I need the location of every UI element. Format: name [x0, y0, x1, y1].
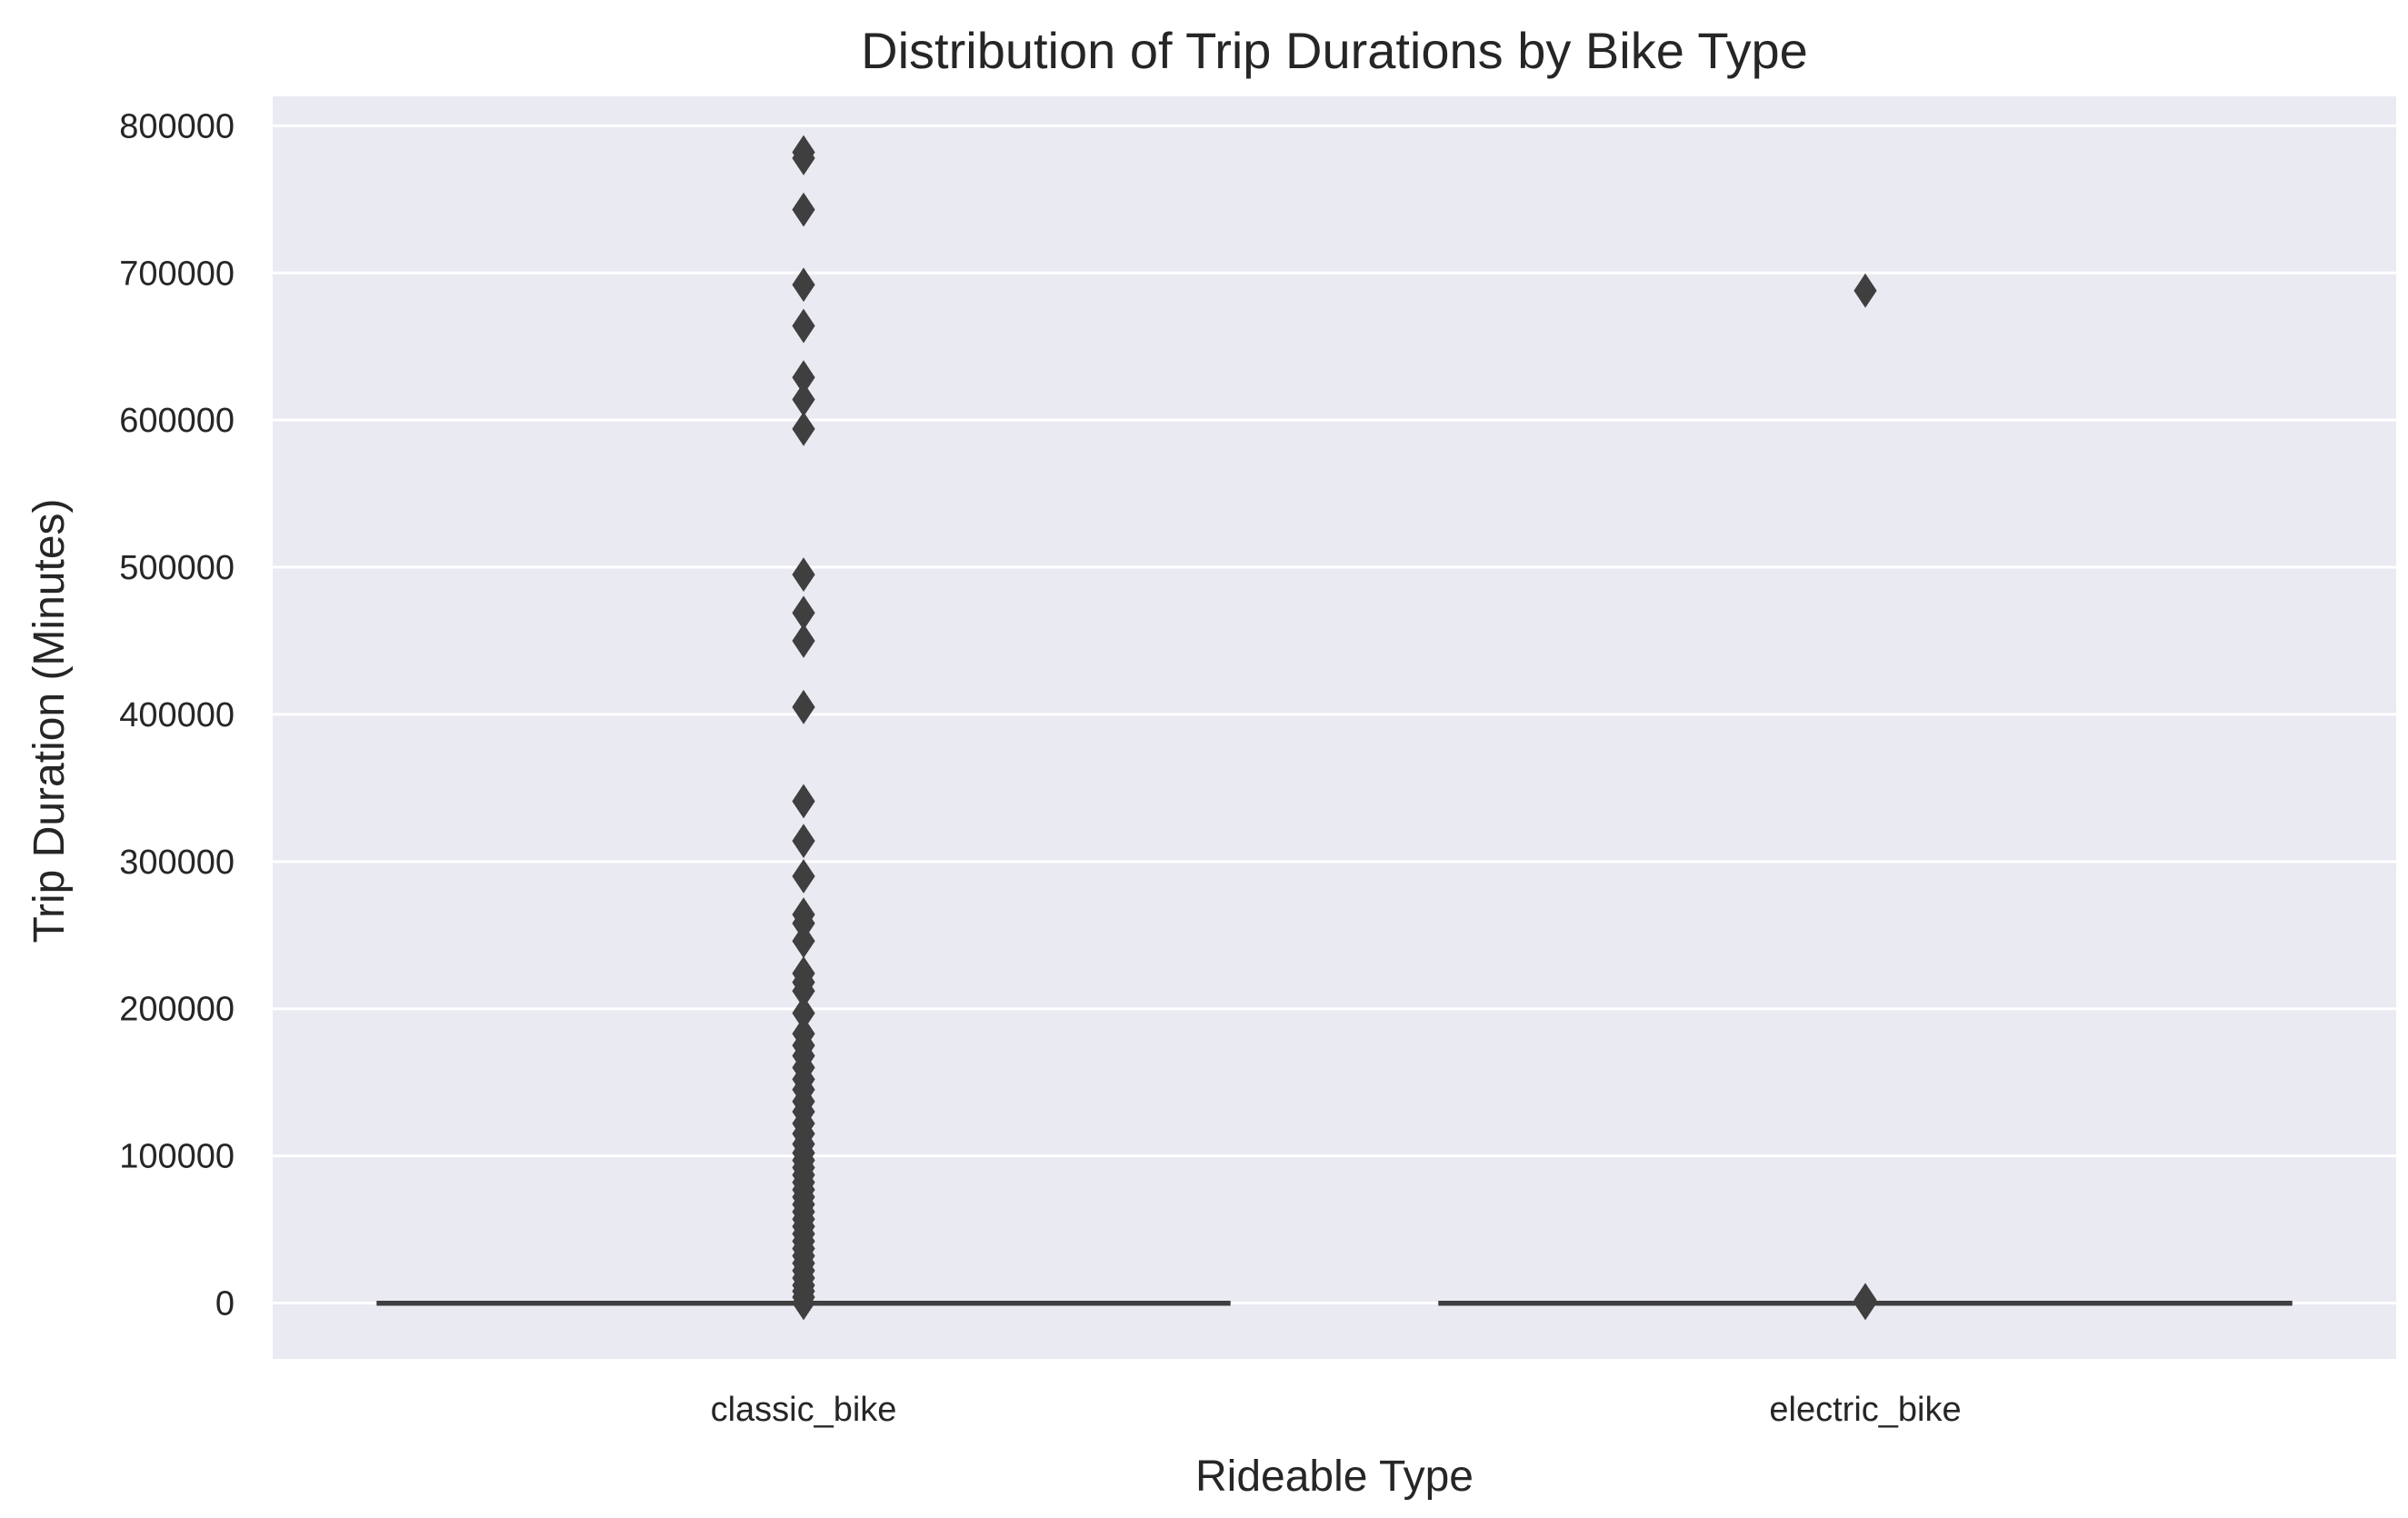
outlier-point	[792, 557, 815, 593]
y-tick-label: 500000	[119, 549, 235, 587]
y-tick-label: 300000	[119, 844, 235, 882]
outlier-point	[792, 824, 815, 859]
outlier-point	[792, 411, 815, 446]
outlier-point	[1853, 1285, 1877, 1321]
y-tick-label: 800000	[119, 107, 235, 145]
outlier-points	[792, 135, 1877, 1321]
outlier-point	[792, 141, 815, 175]
y-tick-label: 600000	[119, 402, 235, 440]
chart-title: Distribution of Trip Durations by Bike T…	[861, 22, 1808, 79]
x-axis-label: Rideable Type	[1195, 1453, 1474, 1501]
outlier-point	[792, 267, 815, 303]
y-tick-label: 700000	[119, 255, 235, 293]
outlier-point	[792, 192, 815, 227]
outlier-point	[792, 689, 815, 724]
outlier-point	[792, 1285, 815, 1321]
grid-lines	[273, 124, 2396, 1304]
x-tick-label-classic-bike: classic_bike	[711, 1391, 897, 1429]
y-tick-label: 400000	[119, 696, 235, 734]
y-axis-label: Trip Duration (Minutes)	[25, 498, 74, 943]
outlier-point	[792, 624, 815, 658]
x-tick-label-electric-bike: electric_bike	[1769, 1391, 1961, 1429]
x-axis-ticks: classic_bike electric_bike	[711, 1391, 1962, 1429]
plot-area	[273, 96, 2396, 1359]
outlier-point	[792, 784, 815, 819]
y-tick-label: 0	[215, 1284, 235, 1323]
y-axis-ticks: 0 100000 200000 300000 400000 500000 600000 700…	[119, 107, 235, 1323]
outlier-point	[1853, 273, 1877, 308]
outlier-point	[792, 308, 815, 344]
outlier-point	[792, 859, 815, 894]
y-tick-label: 100000	[119, 1138, 235, 1176]
y-tick-label: 200000	[119, 991, 235, 1029]
